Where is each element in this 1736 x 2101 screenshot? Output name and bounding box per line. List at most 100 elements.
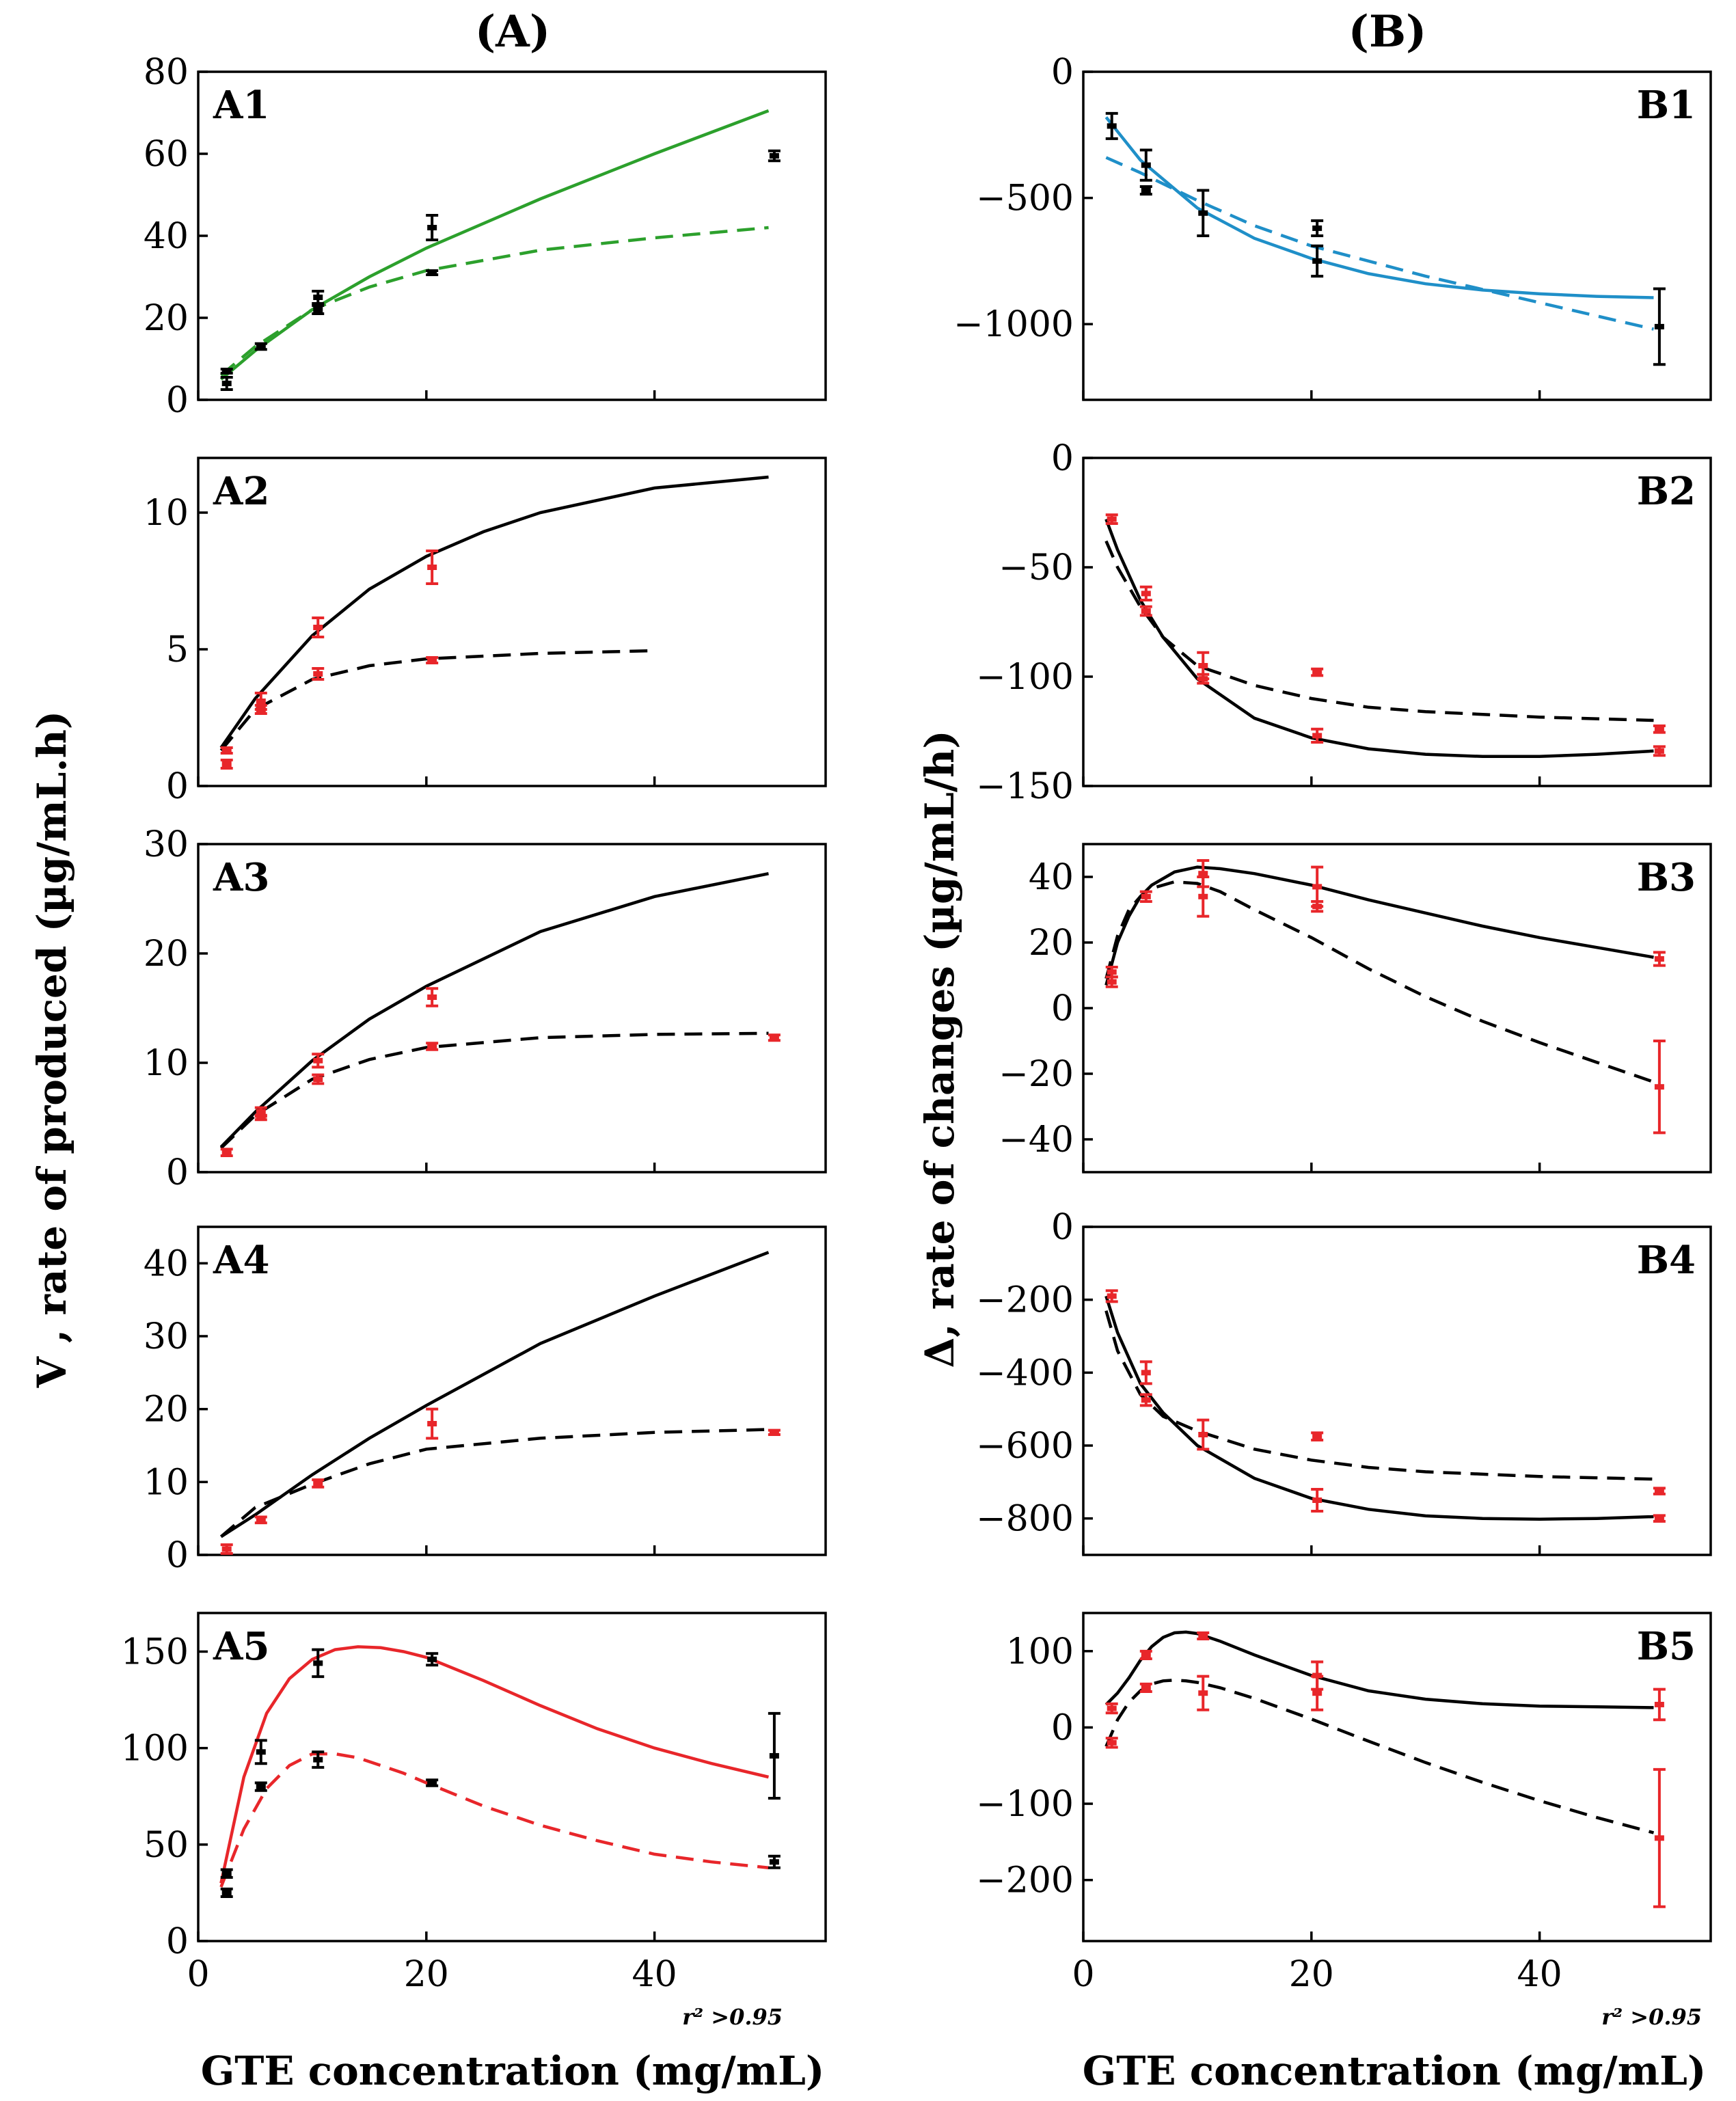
data-point-b5 xyxy=(1197,1675,1210,1711)
data-point-b3 xyxy=(1105,975,1118,988)
panel-b1: 0 −500 −1000 B1 xyxy=(953,52,1712,401)
series-line-dashed-a4 xyxy=(219,1428,769,1539)
y-tick-label-b3: −20 xyxy=(999,1054,1074,1095)
data-point-a1 xyxy=(254,342,267,351)
y-tick-label-b1: −1000 xyxy=(953,304,1074,345)
panel-label-b2: B2 xyxy=(1637,469,1696,514)
data-point-b4 xyxy=(1197,1418,1210,1451)
data-marker-b4 xyxy=(1107,1293,1117,1299)
data-point-b1 xyxy=(1139,148,1152,182)
x-axis-title-right: GTE concentration (mg/mL) xyxy=(1083,2048,1707,2094)
y-tick-label-b3: 40 xyxy=(1029,857,1074,898)
data-marker-b1 xyxy=(1198,210,1208,216)
series-line-solid-a1 xyxy=(219,109,770,381)
x-axis-title-left: GTE concentration (mg/mL) xyxy=(201,2048,825,2094)
data-marker-b1 xyxy=(1141,187,1151,193)
data-point-b3 xyxy=(1197,876,1210,918)
y-tick-label-b1: 0 xyxy=(1051,52,1074,93)
data-marker-b2 xyxy=(1312,669,1323,675)
data-point-b5 xyxy=(1311,1675,1324,1711)
data-marker-a2 xyxy=(427,658,437,663)
panel-label-a4: A4 xyxy=(213,1238,269,1283)
data-marker-b2 xyxy=(1198,676,1208,682)
data-marker-b2 xyxy=(1198,663,1208,668)
x-tick-label-a5: 20 xyxy=(404,1954,449,1995)
data-marker-a3 xyxy=(313,1076,323,1082)
data-marker-a3 xyxy=(769,1035,779,1041)
data-point-b5 xyxy=(1105,1737,1118,1749)
data-marker-a3 xyxy=(427,994,437,1000)
y-tick-label-a5: 100 xyxy=(121,1729,189,1770)
x-tick-label-b5: 0 xyxy=(1072,1954,1094,1995)
data-point-b5 xyxy=(1653,1767,1666,1908)
series-line-solid-a3 xyxy=(219,871,769,1148)
y-axis-title-right: Δ, rate of changes (µg/mL/h) xyxy=(917,730,963,1368)
series-line-solid-a2 xyxy=(219,475,769,749)
data-point-b4 xyxy=(1653,1514,1666,1523)
data-point-b2 xyxy=(1311,667,1324,677)
x-tick-label-a5: 40 xyxy=(632,1954,677,1995)
data-marker-b4 xyxy=(1198,1432,1208,1437)
plot-frame-a2 xyxy=(197,457,827,787)
data-marker-b2 xyxy=(1141,591,1151,597)
series-line-dashed-a3 xyxy=(219,1031,769,1150)
y-tick-label-a5: 50 xyxy=(144,1825,189,1866)
data-marker-a5 xyxy=(769,1859,779,1865)
y-tick-label-b2: −50 xyxy=(999,547,1074,588)
data-point-a2 xyxy=(312,616,325,638)
data-point-b1 xyxy=(1653,287,1666,366)
data-marker-b4 xyxy=(1141,1370,1151,1376)
data-marker-a1 xyxy=(313,307,323,312)
series-line-solid-b4 xyxy=(1104,1295,1654,1521)
y-tick-label-b4: 0 xyxy=(1051,1207,1074,1248)
chart-panels: 0 20 40 60 80 A1 0 5 10 A2 0 10 20 30 A3 0 10 20 30 40 A4 0 50… xyxy=(121,52,1712,1995)
panel-a1: 0 20 40 60 80 A1 xyxy=(144,52,827,421)
y-tick-label-b3: 20 xyxy=(1029,923,1074,964)
panel-a4: 0 10 20 30 40 A4 xyxy=(144,1225,827,1576)
panel-label-b4: B4 xyxy=(1637,1238,1696,1283)
data-marker-b1 xyxy=(1141,162,1151,168)
y-tick-label-a3: 20 xyxy=(144,934,189,975)
data-marker-b4 xyxy=(1654,1515,1664,1521)
data-point-a3 xyxy=(312,1053,325,1069)
data-marker-a3 xyxy=(256,1115,266,1120)
data-point-a5 xyxy=(426,1778,439,1787)
data-marker-a4 xyxy=(313,1480,323,1487)
data-point-a1 xyxy=(312,290,325,305)
data-point-a3 xyxy=(312,1073,325,1085)
y-tick-label-a4: 40 xyxy=(144,1243,189,1284)
x-tick-label-b5: 40 xyxy=(1517,1954,1562,1995)
data-point-b4 xyxy=(1311,1431,1324,1441)
data-marker-b5 xyxy=(1198,1690,1208,1696)
plot-frame-b4 xyxy=(1082,1225,1712,1556)
data-point-a4 xyxy=(220,1543,233,1555)
data-point-a5 xyxy=(312,1648,325,1679)
data-marker-b5 xyxy=(1654,1701,1664,1707)
data-marker-a5 xyxy=(427,1780,437,1786)
data-point-a2 xyxy=(426,656,439,664)
y-tick-label-a4: 0 xyxy=(166,1535,189,1576)
r-squared-note-left: r² >0.95 xyxy=(682,2004,783,2030)
data-marker-a5 xyxy=(427,1656,437,1662)
data-point-b1 xyxy=(1105,111,1118,140)
y-tick-label-a4: 20 xyxy=(144,1390,189,1431)
y-tick-label-b2: −150 xyxy=(976,766,1074,807)
data-marker-a2 xyxy=(221,761,232,767)
data-point-a5 xyxy=(254,1739,267,1765)
y-tick-label-b5: 100 xyxy=(1006,1631,1074,1672)
series-line-solid-b3 xyxy=(1104,865,1654,986)
plot-frame-b3 xyxy=(1082,843,1712,1174)
data-point-a5 xyxy=(426,1652,439,1667)
series-line-dashed-b1 xyxy=(1105,156,1655,331)
data-marker-a2 xyxy=(256,707,266,712)
data-marker-b3 xyxy=(1654,1084,1664,1090)
y-tick-label-a4: 10 xyxy=(144,1462,189,1503)
y-tick-label-b3: −40 xyxy=(999,1120,1074,1161)
series-line-dashed-a1 xyxy=(219,226,769,377)
data-marker-a1 xyxy=(427,270,437,275)
data-point-b3 xyxy=(1653,951,1666,967)
data-marker-b3 xyxy=(1312,904,1323,910)
data-marker-b2 xyxy=(1654,726,1664,732)
data-marker-a3 xyxy=(221,1150,232,1156)
data-point-b1 xyxy=(1311,219,1324,237)
